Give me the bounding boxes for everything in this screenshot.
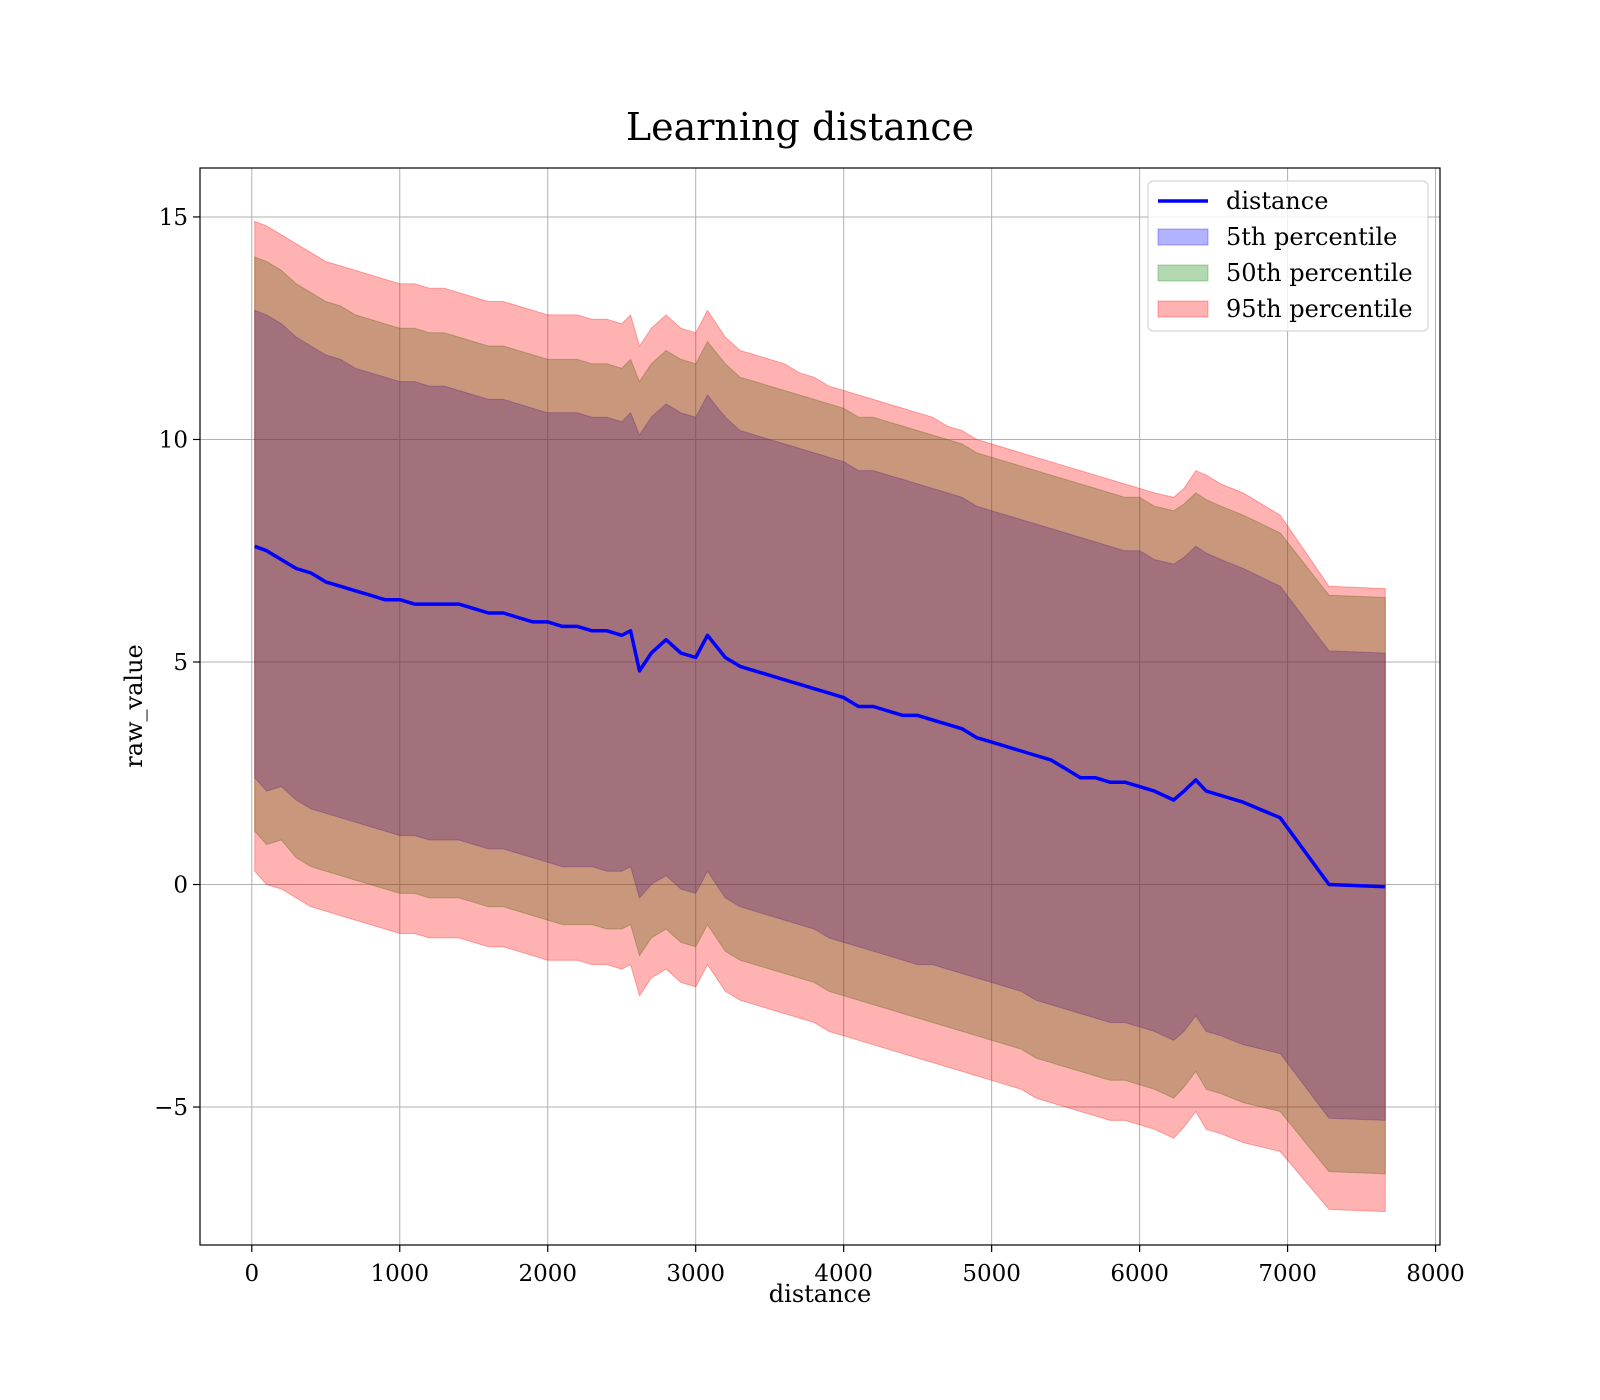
x-axis-label: distance xyxy=(769,1280,871,1308)
x-tick-label: 6000 xyxy=(1110,1261,1169,1287)
x-tick-label: 5000 xyxy=(962,1261,1021,1287)
y-axis-label: raw_value xyxy=(120,644,148,768)
plot-frame xyxy=(199,167,1441,1246)
legend-label: 5th percentile xyxy=(1226,223,1397,251)
series-line-distance xyxy=(254,544,1386,889)
legend-label: distance xyxy=(1226,187,1328,215)
x-tick-label: 1000 xyxy=(370,1261,429,1287)
y-tick-label: 0 xyxy=(173,873,188,899)
x-axis-ticks: 0 1000 2000 3000 4000 5000 6000 7000 8000 xyxy=(244,1245,1465,1287)
data-lines xyxy=(254,544,1386,889)
x-tick-label: 2000 xyxy=(518,1261,577,1287)
chart-title: Learning distance xyxy=(626,105,974,149)
x-tick-label: 4000 xyxy=(814,1261,873,1287)
legend: distance 5th percentile 50th percentile 95t… xyxy=(1147,180,1429,332)
grid xyxy=(200,168,1440,1245)
legend-label: 95th percentile xyxy=(1226,295,1413,323)
legend-label: 50th percentile xyxy=(1226,259,1413,287)
y-tick-label: 15 xyxy=(159,205,188,231)
legend-swatch-band xyxy=(1157,228,1209,246)
y-tick-label: 5 xyxy=(173,650,188,676)
legend-swatch-band xyxy=(1157,300,1209,318)
x-tick-label: 0 xyxy=(244,1261,259,1287)
x-tick-label: 7000 xyxy=(1258,1261,1317,1287)
x-tick-label: 8000 xyxy=(1406,1261,1465,1287)
band-5th xyxy=(254,309,1386,1121)
percentile-bands xyxy=(254,220,1386,1213)
y-tick-label: 10 xyxy=(159,427,188,453)
legend-box xyxy=(1147,180,1429,332)
y-axis-ticks: −5 0 5 10 15 xyxy=(154,205,200,1121)
legend-swatch-band xyxy=(1157,264,1209,282)
y-tick-label: −5 xyxy=(154,1095,188,1121)
x-tick-label: 3000 xyxy=(666,1261,725,1287)
band-50th xyxy=(254,256,1386,1175)
band-95th xyxy=(254,220,1386,1213)
